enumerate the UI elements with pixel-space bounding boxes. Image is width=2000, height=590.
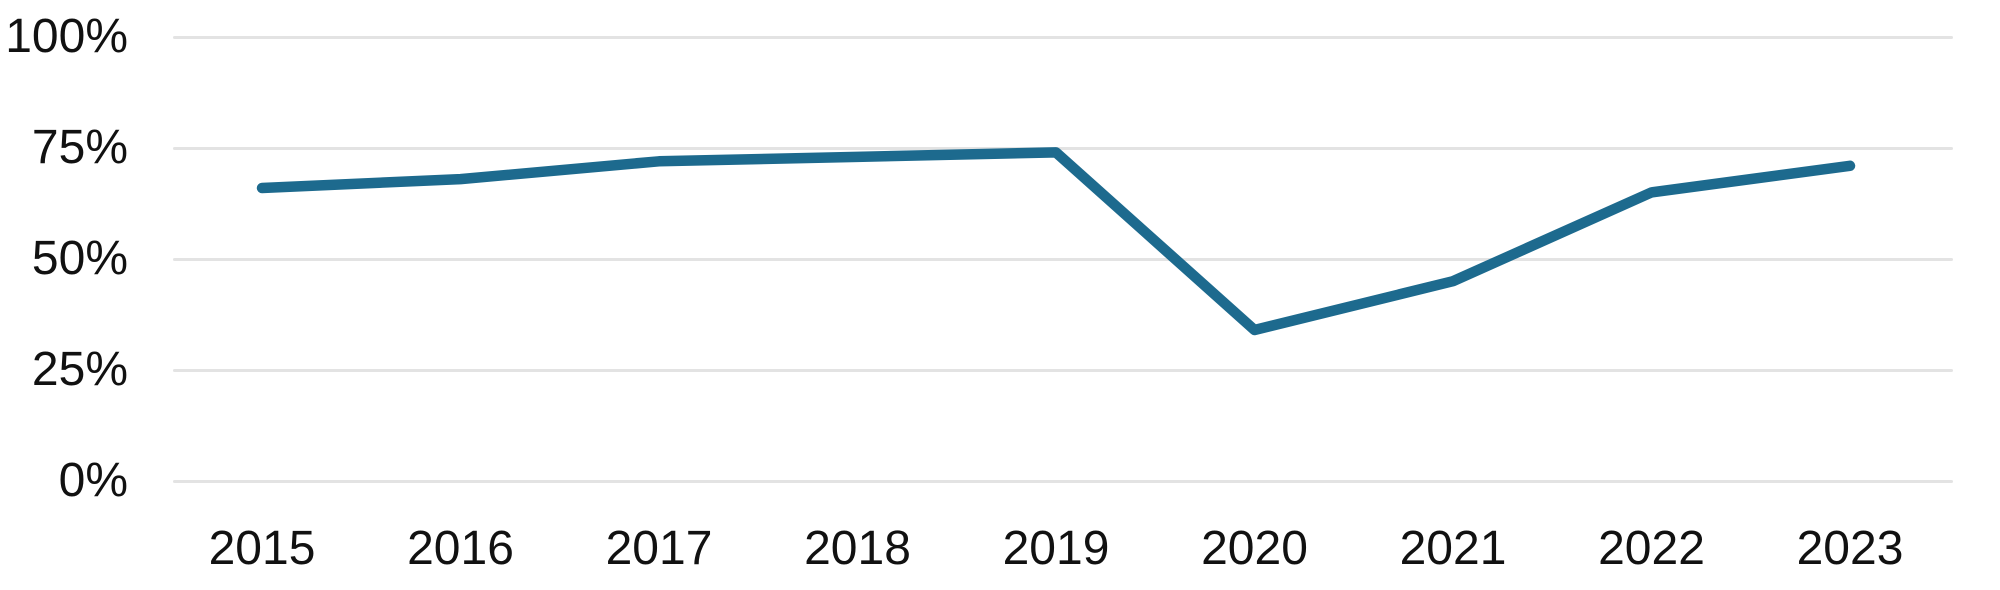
x-tick-label-2018: 2018 [804, 522, 911, 575]
y-tick-label-75: 75% [31, 121, 128, 174]
gridline-0 [173, 479, 1953, 483]
y-tick-label-50: 50% [31, 232, 128, 285]
y-tick-label-0: 0% [58, 454, 128, 507]
x-tick-label-2016: 2016 [407, 522, 514, 575]
gridline-75 [173, 146, 1953, 150]
x-tick-label-2022: 2022 [1598, 522, 1705, 575]
y-tick-label-100: 100% [5, 10, 128, 63]
x-tick-label-2015: 2015 [208, 522, 316, 575]
x-tick-label-2019: 2019 [1002, 522, 1110, 575]
gridline-100 [173, 35, 1953, 39]
x-tick-label-2017: 2017 [605, 522, 713, 575]
gridline-50 [173, 257, 1953, 261]
gridline-25 [173, 368, 1953, 372]
x-tick-label-2023: 2023 [1796, 522, 1904, 575]
x-tick-label-2020: 2020 [1201, 522, 1308, 575]
data-line [256, 147, 1856, 336]
y-tick-label-25: 25% [31, 343, 128, 396]
x-tick-label-2021: 2021 [1399, 522, 1507, 575]
